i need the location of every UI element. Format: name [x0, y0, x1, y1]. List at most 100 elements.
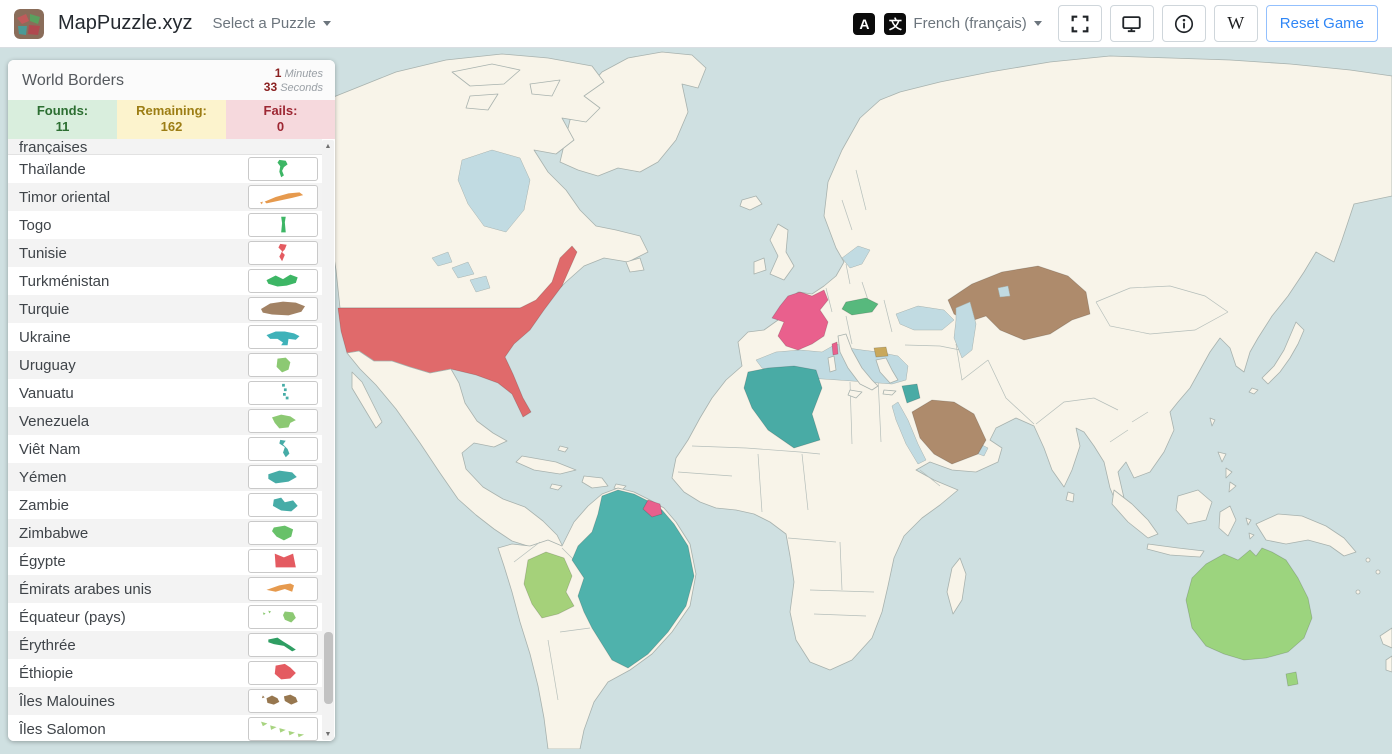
country-shape-icon — [266, 583, 294, 592]
list-item[interactable]: Turquie — [8, 295, 322, 324]
map-land-greece[interactable] — [875, 357, 899, 396]
caret-down-icon — [1033, 21, 1042, 26]
map-land-madagascar[interactable] — [946, 557, 967, 615]
map-land-java[interactable] — [1146, 543, 1205, 558]
map-land-pacific-island[interactable] — [1365, 557, 1371, 563]
map-country-australia[interactable] — [1185, 547, 1313, 687]
map-land-pacific-island[interactable] — [1375, 569, 1381, 575]
map-country-bolivia[interactable] — [523, 551, 575, 619]
map-land-philippines[interactable] — [1209, 417, 1237, 493]
list-item[interactable]: Égypte — [8, 547, 322, 575]
country-shape-thumbnail[interactable] — [248, 521, 318, 546]
list-item[interactable]: Viêt Nam — [8, 435, 322, 463]
list-item[interactable]: Îles Malouines — [8, 687, 322, 716]
country-shape-thumbnail[interactable] — [248, 633, 318, 658]
list-item[interactable]: Vanuatu — [8, 379, 322, 407]
mappuzzle-logo-icon[interactable] — [14, 8, 44, 39]
map-land-caribbean[interactable] — [515, 445, 627, 491]
brand-title[interactable]: MapPuzzle.xyz — [58, 12, 193, 34]
wikipedia-button[interactable]: W — [1213, 5, 1258, 42]
country-name: Yémen — [19, 468, 67, 486]
country-shape-thumbnail[interactable] — [248, 409, 318, 434]
country-shape-icon — [277, 159, 288, 178]
map-country-north-macedonia[interactable] — [873, 346, 889, 358]
country-shape-thumbnail[interactable] — [248, 689, 318, 714]
country-shape-icon — [268, 637, 296, 652]
list-item[interactable]: Thaïlande — [8, 155, 322, 183]
map-country-algeria[interactable] — [743, 365, 823, 449]
map-country-saudi-arabia[interactable] — [911, 399, 987, 465]
fullscreen-button[interactable] — [1057, 5, 1102, 42]
scrollbar[interactable]: ▲ ▼ — [322, 140, 334, 740]
great-lakes — [431, 251, 491, 293]
map-land-sumatra[interactable] — [1111, 489, 1159, 539]
list-item[interactable]: Érythrée — [8, 631, 322, 660]
map-land-japan[interactable] — [1248, 321, 1305, 395]
country-shape-thumbnail[interactable] — [248, 493, 318, 518]
list-item[interactable]: Togo — [8, 211, 322, 239]
country-shape-thumbnail[interactable] — [248, 157, 318, 182]
map-country-french-guiana[interactable] — [642, 499, 663, 518]
country-name: Thaïlande — [19, 160, 86, 178]
scrollbar-thumb[interactable] — [323, 632, 333, 704]
caret-down-icon — [322, 21, 331, 26]
list-item[interactable]: Ukraine — [8, 323, 322, 351]
country-shape-thumbnail[interactable] — [248, 269, 318, 294]
country-shape-icon — [272, 414, 296, 429]
map-land-borneo[interactable] — [1175, 489, 1213, 525]
timer-minutes-unit: Minutes — [284, 68, 323, 80]
country-shape-thumbnail[interactable] — [248, 437, 318, 462]
scroll-up-arrow-icon[interactable]: ▲ — [324, 142, 332, 150]
list-item[interactable]: Timor oriental — [8, 183, 322, 212]
reset-game-button[interactable]: Reset Game — [1265, 5, 1378, 42]
country-shape-thumbnail[interactable] — [248, 549, 318, 574]
list-item[interactable]: Zambie — [8, 491, 322, 519]
country-shape-thumbnail[interactable] — [248, 661, 318, 686]
list-item[interactable]: Zimbabwe — [8, 519, 322, 548]
list-item[interactable]: françaises — [8, 139, 322, 156]
country-shape-icon — [278, 243, 287, 262]
map-land-mexico-central-america[interactable] — [346, 350, 564, 548]
map-land-british-isles[interactable] — [753, 223, 795, 281]
country-shape-thumbnail[interactable] — [248, 717, 318, 741]
list-item[interactable]: Turkménistan — [8, 267, 322, 295]
map-land-sulawesi[interactable] — [1218, 505, 1255, 540]
map-land-new-guinea[interactable] — [1255, 513, 1357, 557]
map-country-syria[interactable] — [901, 383, 921, 404]
map-land-pacific-island[interactable] — [1355, 589, 1361, 595]
list-item[interactable]: Îles Salomon — [8, 715, 322, 741]
country-shape-thumbnail[interactable] — [248, 605, 318, 630]
list-item[interactable]: Uruguay — [8, 351, 322, 380]
country-shape-thumbnail[interactable] — [248, 241, 318, 266]
map-land-baja[interactable] — [351, 371, 383, 429]
list-item[interactable]: Yémen — [8, 463, 322, 492]
country-shape-thumbnail[interactable] — [248, 381, 318, 406]
list-item[interactable]: Éthiopie — [8, 659, 322, 687]
list-item[interactable]: Tunisie — [8, 239, 322, 268]
display-mode-button[interactable] — [1109, 5, 1154, 42]
country-shape-icon — [260, 192, 304, 205]
select-puzzle-dropdown[interactable]: Select a Puzzle — [213, 15, 331, 32]
country-shape-thumbnail[interactable] — [248, 577, 318, 602]
country-shape-thumbnail[interactable] — [248, 297, 318, 322]
map-country-france[interactable] — [771, 289, 829, 351]
map-land-italy[interactable] — [827, 333, 879, 399]
map-land-arctic-islands[interactable] — [451, 63, 645, 273]
country-shape-thumbnail[interactable] — [248, 353, 318, 378]
country-shape-thumbnail[interactable] — [248, 325, 318, 350]
country-shape-thumbnail[interactable] — [248, 185, 318, 210]
map-land-new-zealand[interactable] — [1379, 627, 1392, 673]
fails-value: 0 — [276, 118, 285, 134]
list-item[interactable]: Équateur (pays) — [8, 603, 322, 631]
scroll-down-arrow-icon[interactable]: ▼ — [324, 730, 332, 738]
language-dropdown[interactable]: A 文 French (français) — [853, 12, 1042, 35]
map-country-austria[interactable] — [841, 297, 879, 316]
map-land-sri-lanka[interactable] — [1065, 491, 1075, 503]
country-shape-thumbnail[interactable] — [248, 465, 318, 490]
list-item[interactable]: Venezuela — [8, 407, 322, 436]
map-region-corsica[interactable] — [831, 341, 839, 356]
info-button[interactable] — [1161, 5, 1206, 42]
list-item[interactable]: Émirats arabes unis — [8, 575, 322, 604]
map-land-iceland[interactable] — [739, 195, 763, 211]
country-shape-thumbnail[interactable] — [248, 213, 318, 238]
